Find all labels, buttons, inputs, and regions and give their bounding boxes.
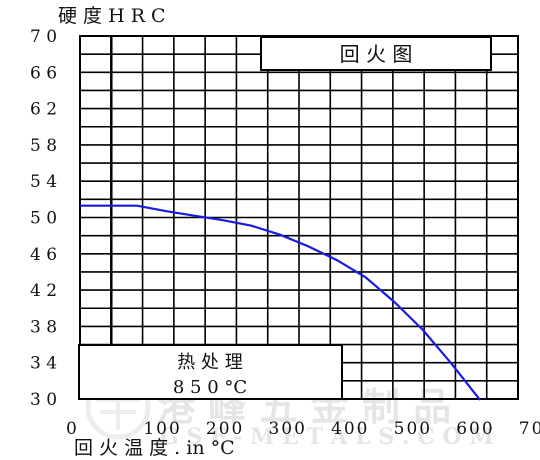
- y-tick-label: 5 8: [30, 136, 57, 156]
- treatment-label: 热 处 理: [177, 352, 242, 373]
- series-line: [80, 204, 481, 401]
- y-tick-label: 5 0: [30, 209, 57, 229]
- x-tick-label: 400: [331, 419, 369, 439]
- x-axis-label: 回 火 温 度 . in °C: [74, 437, 235, 459]
- x-tick-label: 200: [206, 419, 244, 439]
- y-tick-label: 6 2: [30, 100, 57, 120]
- x-tick-label: 300: [268, 419, 306, 439]
- y-tick-label: 3 0: [30, 390, 57, 410]
- x-tick-label: 600: [456, 419, 494, 439]
- x-tick-label: 100: [143, 419, 181, 439]
- y-tick-label: 6 6: [30, 63, 57, 83]
- y-tick-label: 5 4: [30, 172, 57, 192]
- treatment-box: [78, 344, 343, 400]
- watermark-latin: G S F - M E T A L S . C O M: [160, 424, 494, 450]
- y-tick-label: 4 6: [30, 245, 57, 265]
- y-axis-label: 硬 度 H R C: [58, 5, 166, 27]
- treatment-value: 8 5 0 °C: [173, 377, 247, 398]
- x-tick-label: 700: [519, 419, 540, 439]
- series-group: [80, 204, 481, 401]
- y-tick-label: 7 0: [30, 27, 57, 47]
- y-tick-label: 4 2: [30, 281, 57, 301]
- x-tick-label: 500: [394, 419, 432, 439]
- x-axis-tick-labels: 0 100 200 300 400 500 600 700: [66, 419, 540, 439]
- y-tick-label: 3 8: [30, 317, 57, 337]
- y-axis-tick-labels: 7 0 6 6 6 2 5 8 5 4 5 0 4 6 4 2 3 8 3 4 3 0: [30, 27, 57, 410]
- y-tick-label: 3 4: [30, 354, 57, 374]
- chart-title: 回 火 图: [340, 42, 413, 66]
- x-tick-label: 0: [66, 419, 79, 439]
- title-box: [260, 36, 492, 71]
